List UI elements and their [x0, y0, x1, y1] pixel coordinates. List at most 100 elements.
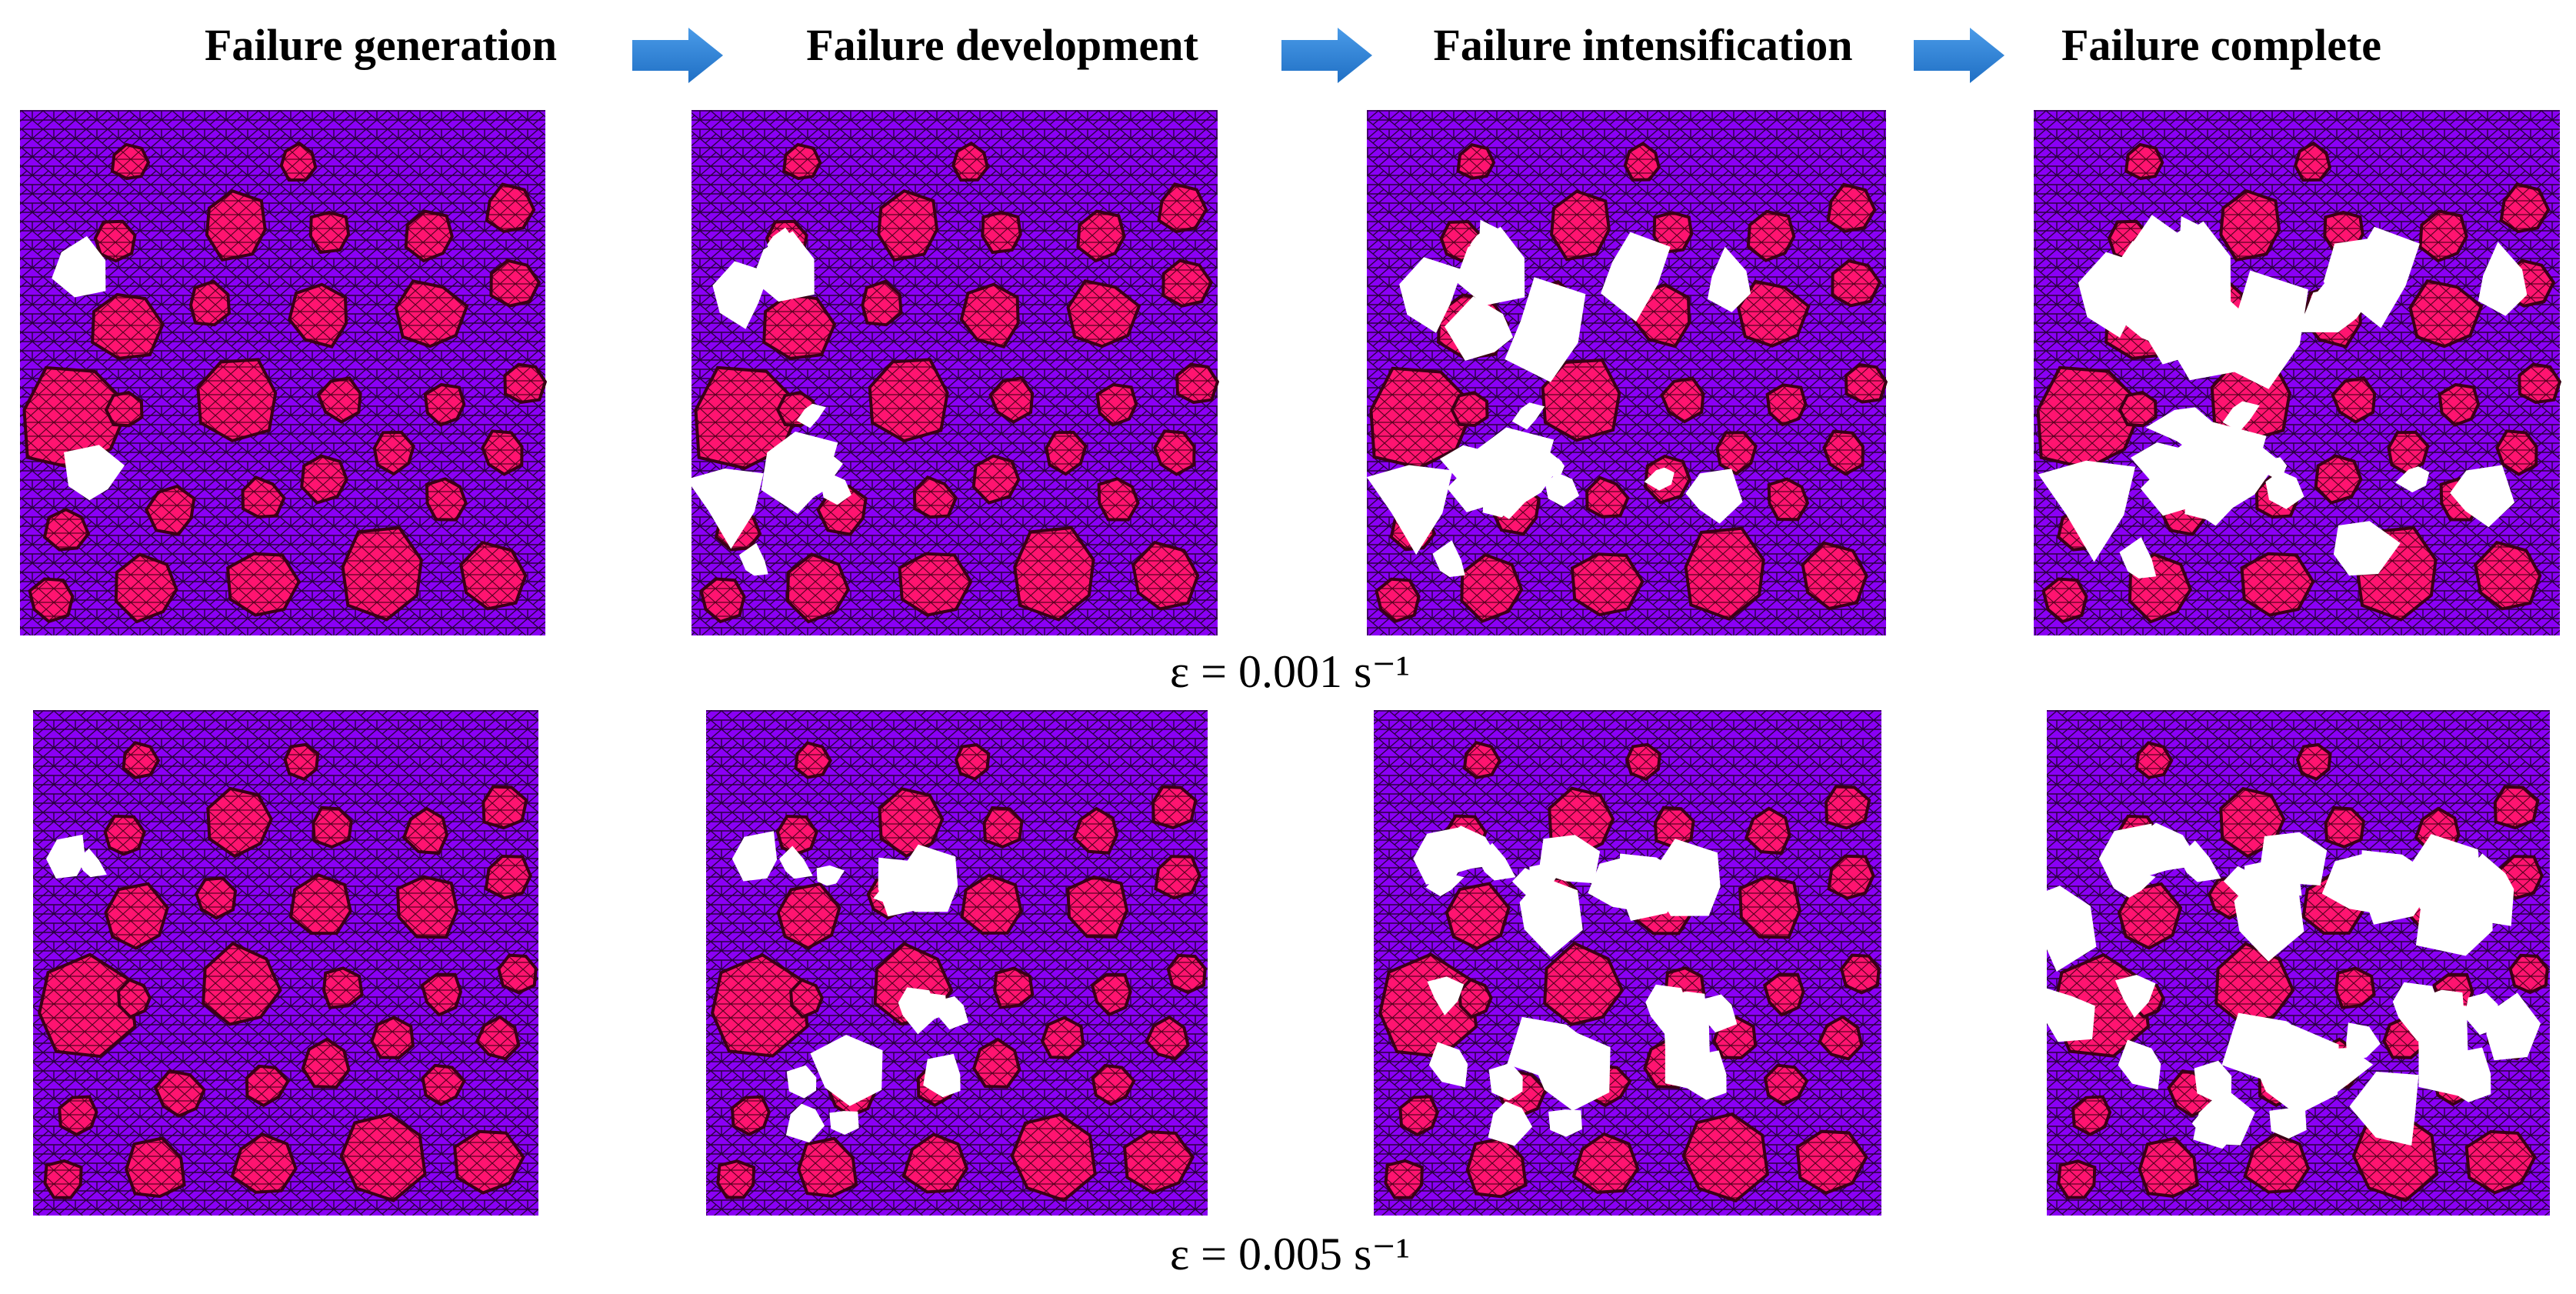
aggregate [341, 525, 423, 622]
matrix-mesh [691, 110, 1218, 635]
damage-zone [2114, 975, 2156, 1018]
aggregate [372, 430, 415, 476]
damage-zone [2145, 407, 2218, 461]
aggregate [482, 785, 528, 830]
aggregate [245, 1064, 290, 1108]
damage-zone [2361, 850, 2438, 925]
aggregate [716, 1159, 756, 1199]
aggregate [785, 552, 851, 624]
aggregate [1131, 540, 1200, 611]
damage-zone [785, 1103, 825, 1143]
aggregate [2387, 430, 2430, 476]
damage-zone [1447, 466, 1505, 512]
aggregate [971, 1037, 1021, 1089]
aggregate [475, 1015, 521, 1061]
aggregate [1744, 806, 1791, 855]
damage-zone [2416, 1002, 2471, 1099]
damage-zone [686, 469, 764, 549]
aggregate [2418, 209, 2468, 263]
simulation-panel [1374, 710, 1881, 1216]
damage-zone [2115, 282, 2197, 350]
aggregate [484, 854, 532, 900]
aggregate [1122, 1130, 1195, 1195]
aggregate [43, 1159, 83, 1199]
aggregate [28, 577, 75, 624]
damage-zone [2038, 460, 2135, 562]
damage-zone [1432, 540, 1465, 577]
damage-zone [1644, 467, 1675, 491]
damage-zone [1427, 976, 1465, 1016]
damage-zone [779, 845, 813, 879]
aggregate [125, 1136, 186, 1199]
aggregate [1541, 359, 1621, 442]
aggregate [421, 1063, 466, 1106]
aggregate [288, 872, 352, 935]
aggregate [1763, 1063, 1809, 1107]
aggregate [2314, 454, 2363, 505]
aggregate [781, 142, 822, 181]
damage-zone [52, 235, 106, 298]
aggregate [489, 258, 542, 308]
aggregate [1571, 1132, 1640, 1194]
damage-zone [2459, 853, 2514, 926]
aggregate [789, 978, 824, 1019]
aggregate [195, 876, 238, 920]
aggregate [797, 1136, 858, 1198]
aggregate [868, 358, 949, 443]
matrix-mesh [1374, 710, 1881, 1216]
aggregate [144, 484, 196, 536]
arrow [632, 28, 723, 83]
aggregate [453, 1129, 525, 1195]
aggregate [981, 210, 1022, 255]
aggregate [954, 743, 991, 781]
aggregate [1091, 1063, 1136, 1106]
damage-zone [2261, 457, 2288, 479]
damage-zone [2119, 537, 2157, 579]
aggregate [2124, 142, 2164, 181]
aggregate [2324, 805, 2365, 849]
stage-title: Failure development [806, 20, 1198, 70]
aggregate [1375, 577, 1421, 623]
aggregate [202, 941, 282, 1026]
damage-zone [937, 996, 968, 1030]
aggregate [1826, 182, 1877, 233]
aggregate [1445, 882, 1511, 950]
damage-zone [761, 432, 838, 514]
matrix-mesh [20, 110, 545, 635]
aggregate [206, 786, 273, 859]
aggregate [394, 279, 469, 349]
damage-zone [2320, 1048, 2374, 1094]
aggregate [22, 365, 131, 470]
simulation-panel [686, 110, 1220, 635]
aggregate [775, 814, 818, 856]
aggregate [1765, 383, 1808, 427]
aggregate [241, 475, 286, 519]
simulation-panel [33, 710, 538, 1216]
aggregate [730, 1095, 771, 1136]
aggregate [2508, 953, 2549, 995]
aggregate [2138, 1136, 2199, 1198]
damage-zone [1548, 1109, 1582, 1137]
damage-zone [2128, 822, 2201, 880]
aggregate [58, 1095, 98, 1137]
aggregate [971, 454, 1021, 505]
damage-zone [1366, 465, 1453, 555]
damage-zone [731, 831, 778, 882]
damage-zone [1436, 825, 1502, 878]
damage-zone [1545, 472, 1580, 507]
damage-zone [46, 834, 86, 879]
damage-zone [2209, 433, 2244, 472]
damage-zone [923, 1053, 961, 1098]
damage-zone [712, 261, 770, 329]
aggregate [1145, 1015, 1190, 1061]
aggregate [2474, 540, 2542, 611]
aggregate [2495, 429, 2538, 476]
aggregate [2331, 376, 2377, 424]
matrix-mesh [706, 710, 1208, 1216]
damage-zone [64, 445, 125, 501]
damage-zone [1511, 402, 1545, 430]
damage-zone [810, 1035, 883, 1106]
damage-zone [2478, 242, 2528, 316]
aggregate [898, 552, 973, 617]
damage-zone [2262, 868, 2302, 896]
